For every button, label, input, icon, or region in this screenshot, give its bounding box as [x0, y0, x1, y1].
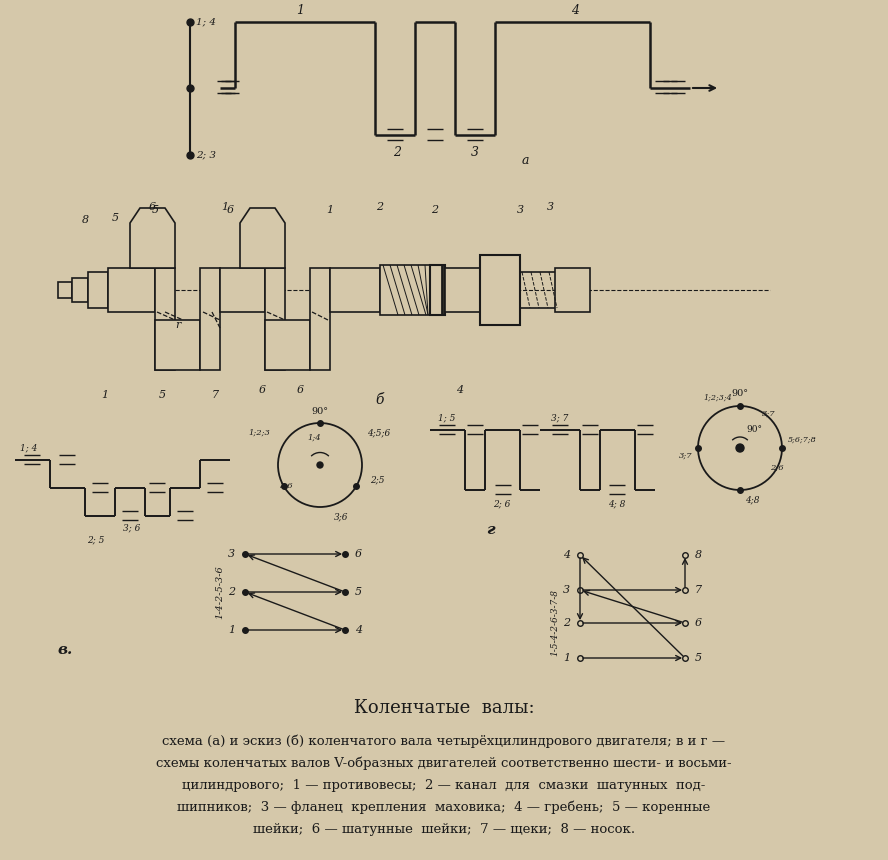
- Text: 5;6;7;8: 5;6;7;8: [788, 436, 817, 444]
- Text: 7: 7: [211, 390, 218, 400]
- Polygon shape: [155, 268, 175, 370]
- Text: 2: 2: [377, 202, 384, 212]
- Text: 3: 3: [228, 549, 235, 559]
- Text: 4: 4: [456, 385, 464, 395]
- Polygon shape: [200, 268, 220, 370]
- Polygon shape: [155, 320, 200, 370]
- Text: 1; 4: 1; 4: [20, 444, 37, 452]
- Text: 8: 8: [82, 215, 89, 225]
- Polygon shape: [88, 272, 108, 308]
- Text: а: а: [521, 153, 528, 167]
- Text: 1: 1: [228, 625, 235, 635]
- Text: 3: 3: [471, 146, 479, 159]
- Circle shape: [317, 462, 323, 468]
- Text: 6: 6: [355, 549, 362, 559]
- Text: 2; 5: 2; 5: [87, 536, 105, 544]
- Polygon shape: [58, 282, 72, 298]
- Text: 1-5-4-2-6-3-7-8: 1-5-4-2-6-3-7-8: [551, 589, 559, 656]
- Text: r: r: [175, 320, 180, 330]
- Polygon shape: [220, 268, 265, 312]
- Text: 7: 7: [695, 585, 702, 595]
- Text: 6: 6: [695, 618, 702, 628]
- Text: 2; 6: 2; 6: [494, 500, 511, 508]
- Polygon shape: [108, 268, 155, 312]
- Text: 3: 3: [517, 205, 524, 215]
- Text: 3;7: 3;7: [679, 452, 693, 460]
- Text: 5: 5: [111, 213, 119, 223]
- Text: 1; 4: 1; 4: [196, 17, 216, 27]
- Text: 8: 8: [695, 550, 702, 560]
- Text: 1-4-2-5-3-6: 1-4-2-5-3-6: [216, 565, 225, 619]
- Text: 3; 6: 3; 6: [123, 524, 140, 532]
- Polygon shape: [310, 268, 330, 370]
- Text: 4;5;6: 4;5;6: [367, 428, 390, 438]
- Text: шейки;  6 — шатунные  шейки;  7 — щеки;  8 — носок.: шейки; 6 — шатунные шейки; 7 — щеки; 8 —…: [253, 822, 635, 836]
- Text: 4; 8: 4; 8: [608, 500, 626, 508]
- Text: 2: 2: [228, 587, 235, 597]
- Text: 3: 3: [563, 585, 570, 595]
- Text: Коленчатые  валы:: Коленчатые валы:: [353, 699, 535, 717]
- Text: схемы коленчатых валов V-образных двигателей соответственно шести- и восьми-: схемы коленчатых валов V-образных двигат…: [156, 756, 732, 770]
- Text: в.: в.: [58, 643, 73, 657]
- Text: 3;7: 3;7: [762, 410, 775, 418]
- Text: 1: 1: [327, 205, 334, 215]
- Text: 6: 6: [297, 385, 304, 395]
- Text: 1;2;3: 1;2;3: [248, 429, 270, 437]
- Text: 3: 3: [546, 202, 553, 212]
- Text: г: г: [486, 523, 495, 537]
- Text: 90°: 90°: [746, 426, 762, 434]
- Text: 4: 4: [563, 550, 570, 560]
- Text: шипников;  3 — фланец  крепления  маховика;  4 — гребень;  5 — коренные: шипников; 3 — фланец крепления маховика;…: [178, 801, 710, 814]
- Text: 4: 4: [355, 625, 362, 635]
- Text: 3;6: 3;6: [281, 482, 294, 490]
- Polygon shape: [380, 265, 430, 315]
- Text: 2;6: 2;6: [770, 464, 783, 472]
- Polygon shape: [72, 278, 88, 302]
- Text: 1: 1: [296, 3, 304, 16]
- Text: схема (а) и эскиз (б) коленчатого вала четырёхцилиндрового двигателя; в и г —: схема (а) и эскиз (б) коленчатого вала ч…: [163, 734, 725, 747]
- Circle shape: [736, 444, 744, 452]
- Polygon shape: [130, 208, 175, 268]
- Text: б: б: [376, 393, 385, 407]
- Text: 1: 1: [563, 653, 570, 663]
- Text: цилиндрового;  1 — противовесы;  2 — канал  для  смазки  шатунных  под-: цилиндрового; 1 — противовесы; 2 — канал…: [182, 778, 706, 791]
- Polygon shape: [555, 268, 590, 312]
- Text: 2; 3: 2; 3: [196, 150, 216, 159]
- Text: 2: 2: [393, 146, 401, 159]
- Text: 5: 5: [158, 390, 165, 400]
- Text: 5: 5: [355, 587, 362, 597]
- Text: 6: 6: [226, 205, 234, 215]
- Text: 5: 5: [152, 205, 159, 215]
- Text: 2;5: 2;5: [370, 476, 385, 484]
- Polygon shape: [430, 265, 445, 315]
- Polygon shape: [265, 268, 285, 370]
- Text: 1;2;3;4: 1;2;3;4: [703, 394, 732, 402]
- Polygon shape: [265, 320, 310, 370]
- Text: 90°: 90°: [312, 407, 329, 415]
- Polygon shape: [240, 208, 285, 268]
- Polygon shape: [330, 268, 380, 312]
- Polygon shape: [480, 255, 520, 325]
- Text: 5: 5: [695, 653, 702, 663]
- Text: 3;6: 3;6: [334, 513, 348, 521]
- Text: 4: 4: [571, 3, 579, 16]
- Text: 1: 1: [101, 390, 108, 400]
- Text: 4;8: 4;8: [745, 495, 759, 505]
- Text: 90°: 90°: [732, 390, 749, 398]
- Text: 1: 1: [221, 202, 228, 212]
- Text: 2: 2: [563, 618, 570, 628]
- Text: 6: 6: [258, 385, 266, 395]
- Text: 1;4: 1;4: [307, 434, 321, 442]
- Polygon shape: [445, 268, 480, 312]
- Circle shape: [278, 423, 362, 507]
- Text: 2: 2: [432, 205, 439, 215]
- Text: 6: 6: [148, 202, 155, 212]
- Text: 1; 5: 1; 5: [439, 414, 456, 422]
- Text: 3; 7: 3; 7: [551, 414, 568, 422]
- Circle shape: [698, 406, 782, 490]
